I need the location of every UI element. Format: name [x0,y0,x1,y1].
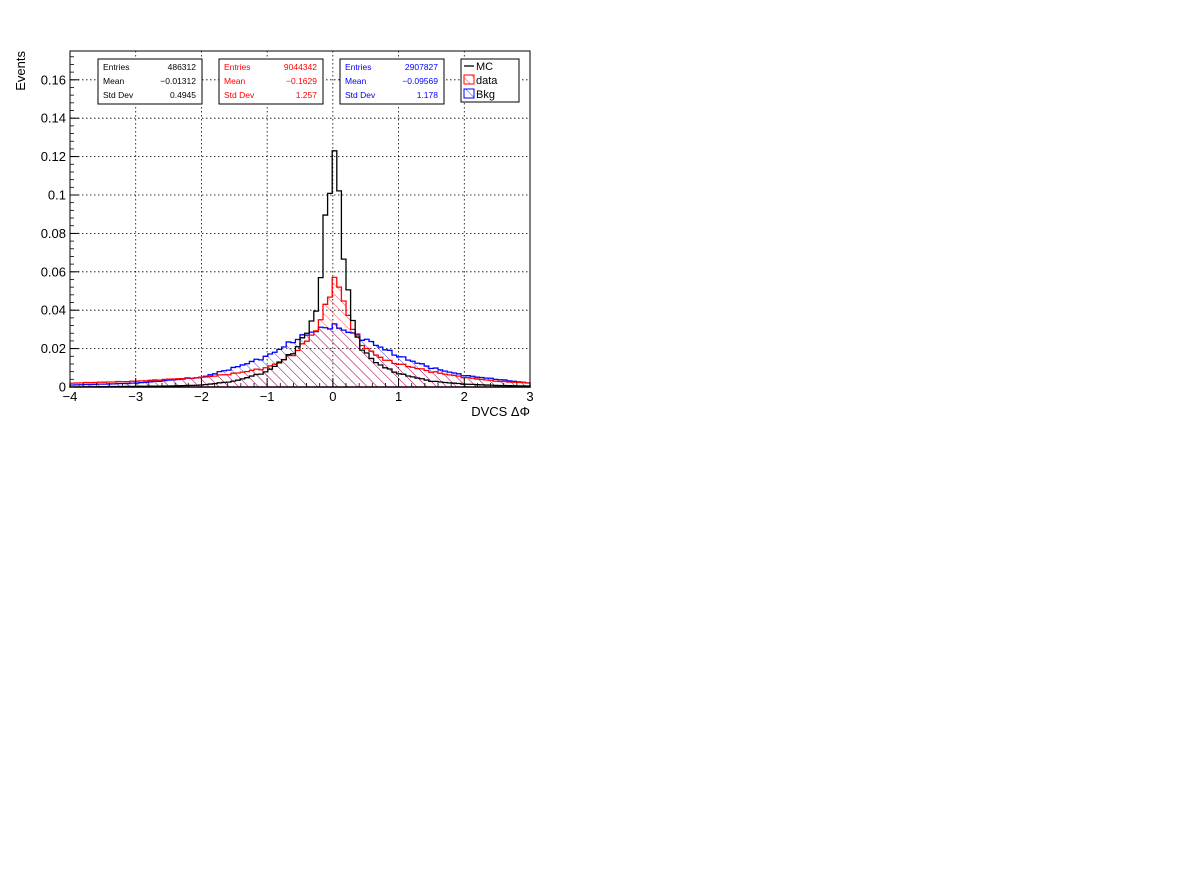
y-tick-label: 0.02 [41,341,66,356]
histogram-series [69,150,531,388]
x-tick-label: 0 [329,389,336,404]
stats-value: 2907827 [405,62,438,72]
y-tick-label: 0.16 [41,72,66,87]
stats-value: −0.01312 [160,76,196,86]
legend: MC data Bkg [460,58,520,103]
stats-box-frame [339,58,445,105]
axes: −4 −3 −2 −1 0 1 2 3 0 0.02 0.04 0.06 0.08 0.1 0.12 0.14… [41,56,534,404]
stats-box-data: Entries 9044342 Mean −0.1629 Std Dev 1.257 [218,58,324,105]
legend-label-mc: MC [476,61,493,73]
y-tick-label: 0.14 [41,111,66,126]
y-tick-label: 0.12 [41,149,66,164]
series-data-histogram [69,276,531,388]
stats-label: Entries [345,62,371,72]
stats-label: Mean [224,76,246,86]
series-mc-histogram [69,150,531,388]
stats-label: Std Dev [103,90,134,100]
stats-label: Std Dev [224,90,255,100]
legend-label-data: data [476,75,498,87]
stats-box-bkg: Entries 2907827 Mean −0.09569 Std Dev 1.178 [339,58,445,105]
x-tick-label: 3 [526,389,533,404]
x-tick-label: 2 [461,389,468,404]
x-tick-label: −4 [63,389,78,404]
stats-value: 1.257 [296,90,318,100]
y-tick-label: 0.08 [41,226,66,241]
legend-label-bkg: Bkg [476,89,495,101]
stats-value: 0.4945 [170,90,196,100]
stats-value: −0.09569 [402,76,438,86]
plot-frame [69,50,531,388]
stats-box-frame [218,58,324,105]
stats-value: 1.178 [417,90,439,100]
stats-box-mc: Entries 486312 Mean −0.01312 Std Dev 0.4945 [97,58,203,105]
stats-value: −0.1629 [286,76,317,86]
x-tick-label: −3 [128,389,143,404]
x-tick-label: 1 [395,389,402,404]
legend-swatch-bkg [463,88,475,99]
x-tick-label: −2 [194,389,209,404]
x-axis-title: DVCS ΔΦ [471,404,530,419]
y-tick-label: 0.1 [48,188,66,203]
y-tick-label: 0.06 [41,264,66,279]
stats-label: Entries [103,62,129,72]
stats-label: Std Dev [345,90,376,100]
stats-box-frame [97,58,203,105]
y-axis-title: Events [13,51,28,91]
stats-value: 486312 [168,62,197,72]
legend-swatch-data [463,74,475,85]
stats-value: 9044342 [284,62,317,72]
x-tick-label: −1 [260,389,275,404]
stats-label: Mean [103,76,125,86]
y-tick-label: 0.04 [41,303,66,318]
stats-label: Mean [345,76,367,86]
stats-label: Entries [224,62,250,72]
y-tick-label: 0 [59,380,66,395]
